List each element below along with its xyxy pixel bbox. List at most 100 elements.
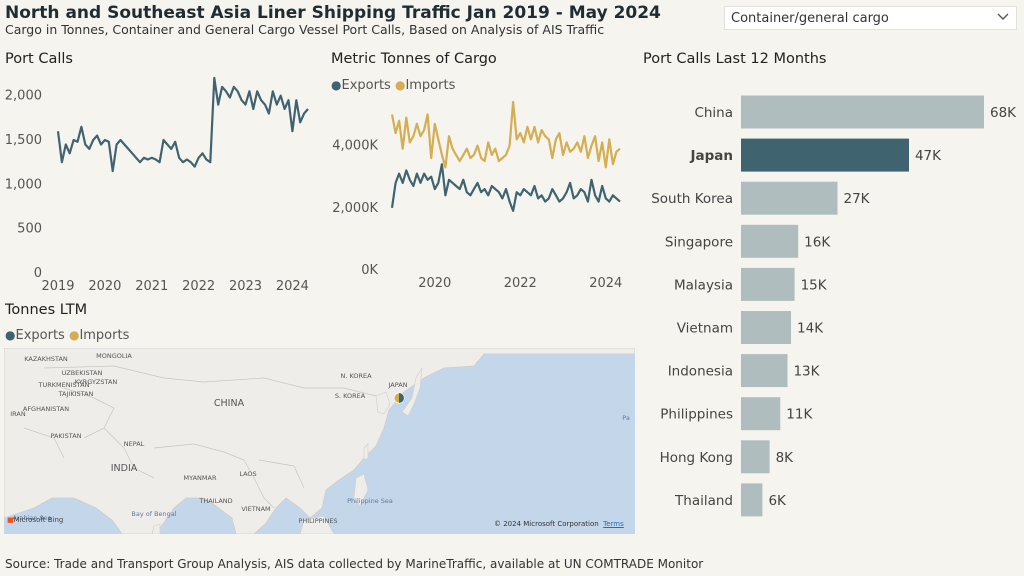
x-tick-label: 2021 bbox=[135, 279, 168, 294]
map-attribution: © 2024 Microsoft Corporation Terms bbox=[494, 520, 624, 528]
map-imports-legend-label[interactable]: Imports bbox=[79, 328, 130, 343]
map-label: PAKISTAN bbox=[50, 432, 81, 440]
map-terms-link[interactable]: Terms bbox=[603, 520, 624, 528]
map-title: Tonnes LTM bbox=[5, 302, 88, 318]
exports-legend-label[interactable]: Exports bbox=[341, 78, 391, 93]
y-tick-label: 4,000K bbox=[332, 139, 378, 154]
map-label: CHINA bbox=[214, 398, 245, 409]
bar-value-label: 14K bbox=[797, 321, 824, 337]
y-tick-label: 500 bbox=[17, 222, 42, 237]
bar-japan[interactable] bbox=[741, 138, 909, 172]
map-label: PHILIPPINES bbox=[298, 517, 337, 525]
bar-value-label: 16K bbox=[804, 234, 831, 250]
x-tick-label: 2019 bbox=[41, 279, 74, 294]
bar-category-label: Japan bbox=[689, 148, 733, 164]
bar-category-label: Vietnam bbox=[677, 321, 733, 337]
y-tick-label: 1,500 bbox=[5, 133, 42, 148]
x-tick-label: 2020 bbox=[418, 276, 451, 291]
map-label: MYANMAR bbox=[184, 474, 217, 482]
y-tick-label: 2,000K bbox=[332, 201, 378, 216]
map-label: Arabian Sea bbox=[12, 514, 51, 522]
x-tick-label: 2023 bbox=[229, 279, 262, 294]
map-label: TAJIKISTAN bbox=[58, 390, 94, 398]
bar-value-label: 68K bbox=[990, 105, 1017, 121]
tonnes-title: Metric Tonnes of Cargo bbox=[331, 51, 497, 67]
map-labels: KAZAKHSTAN MONGOLIA UZBEKISTANKYRGYZSTANTU… bbox=[10, 352, 630, 525]
bar-category-label: South Korea bbox=[651, 191, 733, 207]
country-borders bbox=[23, 365, 377, 509]
map-label: KYRGYZSTAN bbox=[75, 378, 118, 386]
map-imports-legend-dot: ● bbox=[68, 328, 80, 342]
map-label: INDIA bbox=[111, 463, 138, 474]
bar-china[interactable] bbox=[741, 95, 984, 129]
cargo-type-selected: Container/general cargo bbox=[731, 11, 889, 26]
map-label: TURKMENISTAN bbox=[38, 381, 90, 389]
bar-value-label: 8K bbox=[776, 450, 795, 466]
x-tick-label: 2022 bbox=[504, 276, 537, 291]
asia-landmass bbox=[4, 348, 635, 534]
map-exports-legend-label[interactable]: Exports bbox=[15, 328, 65, 343]
port-calls-line bbox=[56, 76, 309, 173]
map-label: UZBEKISTAN bbox=[62, 369, 103, 377]
bar-hong-kong[interactable] bbox=[741, 440, 770, 474]
bar-thailand[interactable] bbox=[741, 483, 763, 517]
page-title: North and Southeast Asia Liner Shipping … bbox=[5, 3, 661, 23]
bar-value-label: 27K bbox=[843, 191, 870, 207]
map-label: VIETNAM bbox=[241, 505, 270, 513]
map-label: AFGHANISTAN bbox=[23, 405, 69, 413]
borneo-landmass bbox=[299, 515, 335, 534]
japan-pie-marker[interactable] bbox=[393, 392, 405, 404]
y-tick-label: 0K bbox=[361, 263, 378, 278]
imports-legend-dot: ● bbox=[394, 78, 406, 92]
map-label: JAPAN bbox=[387, 381, 407, 389]
source-note: Source: Trade and Transport Group Analys… bbox=[5, 557, 704, 571]
tonnes-legend: ●Exports ●Imports bbox=[331, 78, 455, 93]
map-label: KAZAKHSTAN bbox=[24, 355, 68, 363]
sri-lanka-landmass bbox=[151, 523, 161, 534]
map-label: N. KOREA bbox=[340, 372, 372, 380]
bar-value-label: 47K bbox=[915, 148, 942, 164]
exports-line bbox=[390, 163, 621, 213]
korea-landmass bbox=[375, 391, 391, 415]
bar-indonesia[interactable] bbox=[741, 354, 788, 388]
bing-logo: ■Microsoft Bing bbox=[7, 516, 64, 524]
map-label: LAOS bbox=[239, 470, 256, 478]
map-canvas[interactable]: KAZAKHSTAN MONGOLIA UZBEKISTANKYRGYZSTANTU… bbox=[4, 348, 635, 534]
bar-category-label: Thailand bbox=[674, 493, 733, 509]
bar-vietnam[interactable] bbox=[741, 311, 791, 344]
bar-south-korea[interactable] bbox=[741, 181, 838, 215]
imports-legend-label[interactable]: Imports bbox=[405, 78, 456, 93]
map-legend: ●Exports ●Imports bbox=[5, 328, 129, 343]
map-label: THAILAND bbox=[198, 497, 232, 505]
bar-malaysia[interactable] bbox=[741, 267, 795, 301]
bar-value-label: 15K bbox=[801, 277, 828, 293]
bar-singapore[interactable] bbox=[741, 224, 799, 258]
chevron-down-icon[interactable] bbox=[996, 10, 1010, 28]
x-tick-label: 2020 bbox=[88, 279, 121, 294]
bar-category-label: Malaysia bbox=[674, 277, 733, 293]
bar-value-label: 13K bbox=[793, 364, 820, 380]
bar-category-label: Hong Kong bbox=[660, 450, 733, 466]
bar-value-label: 11K bbox=[786, 407, 813, 423]
y-tick-label: 2,000 bbox=[5, 89, 42, 104]
cargo-type-dropdown[interactable]: Container/general cargo bbox=[724, 6, 1017, 30]
philippines-landmass bbox=[353, 473, 369, 507]
bar-value-label: 6K bbox=[768, 493, 787, 509]
japan-landmass bbox=[401, 367, 423, 417]
bar-category-label: Indonesia bbox=[668, 364, 733, 380]
tonnes-map[interactable]: KAZAKHSTAN MONGOLIA UZBEKISTAN KYRGYZSTAN TU… bbox=[4, 348, 635, 534]
bar-chart-title: Port Calls Last 12 Months bbox=[643, 51, 827, 67]
port-calls-title: Port Calls bbox=[5, 51, 73, 67]
x-tick-label: 2024 bbox=[589, 276, 622, 291]
port-calls-chart: 0 500 1,000 1,500 2,000 2019 2020 2021 2022 2023 2… bbox=[5, 76, 309, 294]
port-calls-bar-chart: China 68K Japan 47K South Korea 27K Singapore 1… bbox=[651, 95, 1017, 517]
taiwan-landmass bbox=[363, 443, 369, 461]
map-label: Philippine Sea bbox=[347, 497, 393, 505]
page-subtitle: Cargo in Tonnes, Container and General C… bbox=[5, 22, 605, 37]
tonnes-chart: 0K 2,000K 4,000K 2020 2022 2024 bbox=[332, 100, 622, 291]
map-label: S. KOREA bbox=[335, 392, 366, 400]
bar-category-label: Philippines bbox=[660, 407, 733, 423]
bar-philippines[interactable] bbox=[741, 397, 781, 431]
bar-category-label: China bbox=[694, 105, 733, 121]
y-tick-label: 0 bbox=[34, 266, 42, 281]
